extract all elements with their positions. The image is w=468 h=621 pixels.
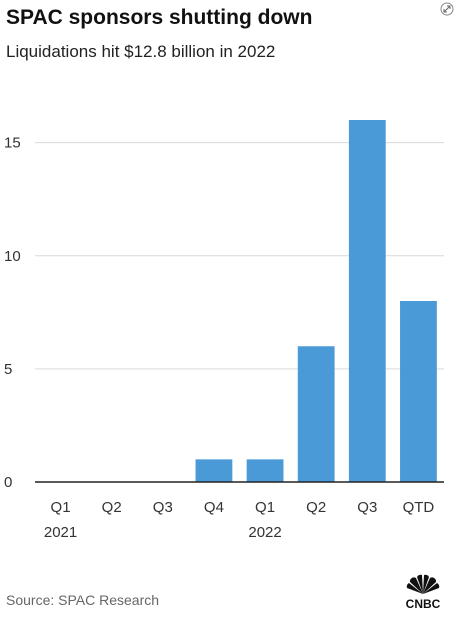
x-tick-label: Q3 [153, 499, 173, 516]
source-note: Source: SPAC Research [6, 592, 160, 608]
bar [297, 346, 335, 482]
y-tick-label: 10 [4, 248, 21, 265]
chart-subtitle: Liquidations hit $12.8 billion in 2022 [6, 42, 276, 61]
x-tick-label: Q1 [51, 499, 71, 516]
bar [400, 301, 437, 482]
x-tick-label: Q4 [204, 499, 224, 516]
x-tick-label: Q2 [306, 499, 326, 516]
x-tick-label: QTD [403, 499, 435, 516]
x-year-label: 2021 [44, 524, 77, 541]
x-tick-label: Q2 [102, 499, 122, 516]
y-tick-label: 5 [4, 361, 12, 378]
bar [246, 459, 284, 482]
y-tick-label: 15 [4, 135, 21, 152]
y-tick-label: 0 [4, 474, 12, 491]
logo-text: CNBC [406, 597, 441, 611]
expand-icon[interactable] [440, 2, 454, 16]
chart-title: SPAC sponsors shutting down [6, 6, 313, 29]
cnbc-logo: CNBC [406, 574, 441, 611]
bar [348, 120, 386, 482]
bar [195, 459, 233, 482]
x-tick-label: Q1 [255, 499, 275, 516]
x-year-label: 2022 [248, 524, 281, 541]
x-tick-label: Q3 [357, 499, 377, 516]
